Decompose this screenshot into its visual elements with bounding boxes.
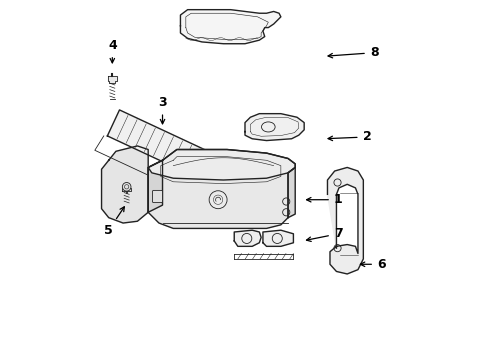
Polygon shape	[101, 146, 148, 223]
Polygon shape	[148, 149, 295, 228]
Text: 4: 4	[108, 39, 117, 63]
Polygon shape	[148, 149, 295, 180]
Polygon shape	[263, 230, 294, 246]
Polygon shape	[245, 114, 304, 140]
Polygon shape	[288, 167, 295, 218]
Polygon shape	[180, 10, 281, 44]
Polygon shape	[107, 110, 211, 178]
Polygon shape	[148, 160, 163, 212]
Text: 8: 8	[328, 46, 378, 59]
Text: 5: 5	[104, 207, 124, 237]
Text: 2: 2	[328, 130, 371, 144]
Polygon shape	[108, 76, 117, 83]
Circle shape	[209, 191, 227, 209]
FancyBboxPatch shape	[152, 190, 163, 203]
Polygon shape	[234, 230, 261, 246]
Text: 6: 6	[360, 258, 386, 271]
Text: 7: 7	[306, 227, 343, 242]
Polygon shape	[122, 188, 131, 191]
Text: 1: 1	[307, 193, 343, 206]
Text: 3: 3	[158, 96, 167, 124]
Circle shape	[122, 183, 131, 191]
Polygon shape	[327, 167, 364, 274]
